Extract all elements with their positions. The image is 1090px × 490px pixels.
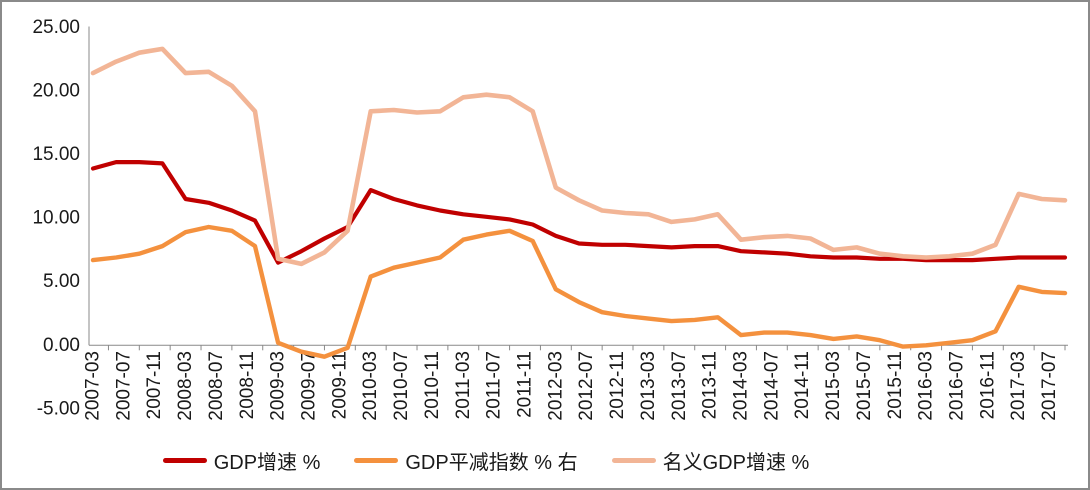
x-axis-label: 2013-11: [700, 351, 721, 419]
x-axis-label: 2017-07: [1039, 351, 1060, 421]
x-axis-label: 2008-11: [237, 351, 258, 419]
legend: GDP增速 % GDP平减指数 % 右 名义GDP增速 %: [2, 446, 1029, 475]
legend-item-nominal-gdp-growth: 名义GDP增速 %: [611, 446, 810, 475]
x-axis-label: 2011-07: [484, 351, 505, 419]
x-axis-label: 2009-03: [268, 351, 289, 421]
y-axis-label: 10.00: [32, 208, 80, 229]
x-axis-label: 2011-03: [453, 351, 474, 419]
legend-item-gdp-growth: GDP增速 %: [162, 446, 321, 475]
x-axis-label: 2012-11: [607, 351, 628, 419]
x-axis-label: 2012-07: [576, 351, 597, 421]
x-axis-label: 2014-11: [792, 351, 813, 419]
x-axis-label: 2011-11: [514, 351, 535, 418]
x-axis-label: 2015-07: [854, 351, 875, 421]
y-axis-label: 25.00: [32, 17, 80, 38]
x-axis-label: 2015-11: [885, 351, 906, 419]
x-axis-label: 2013-03: [638, 351, 659, 421]
y-axis-label: 15.00: [32, 144, 80, 165]
x-axis-label: 2010-07: [391, 351, 412, 421]
x-axis-label: 2007-03: [83, 351, 104, 421]
x-axis-label: 2007-11: [144, 351, 165, 419]
x-axis-label: 2017-03: [1008, 351, 1029, 421]
x-axis-label: 2016-07: [946, 351, 967, 421]
x-axis-label: 2015-03: [823, 351, 844, 421]
x-axis-label: 2008-07: [206, 351, 227, 421]
nominal-gdp-growth-line: [90, 46, 1068, 267]
gdp-growth-line: [90, 160, 1068, 265]
legend-item-gdp-deflator: GDP平减指数 % 右: [354, 446, 578, 475]
gdp-deflator-line-swatch: [354, 458, 399, 463]
x-axis-label: 2014-07: [761, 351, 782, 421]
x-axis-label: 2007-07: [113, 351, 134, 421]
gdp-growth-line-swatch: [162, 458, 207, 463]
nominal-gdp-growth-line-swatch: [611, 458, 656, 463]
x-axis-label: 2013-07: [669, 351, 690, 421]
x-axis-label: 2010-11: [422, 351, 443, 419]
x-axis-label: 2009-11: [329, 351, 350, 419]
y-axis-label: -5.00: [37, 398, 80, 419]
legend-label-gdp-growth: GDP增速 %: [213, 452, 321, 474]
x-axis-label: 2009-07: [298, 351, 319, 421]
x-axis-label: 2008-03: [175, 351, 196, 421]
x-axis-label: 2016-03: [916, 351, 937, 421]
y-axis-label: 5.00: [43, 271, 80, 292]
x-axis-label: 2014-03: [730, 351, 751, 421]
legend-label-nominal-gdp-growth: 名义GDP增速 %: [662, 452, 810, 474]
x-axis-label: 2010-03: [360, 351, 381, 421]
x-axis-label: 2016-11: [977, 351, 998, 419]
y-axis-label: 0.00: [43, 335, 80, 356]
x-axis-label: 2012-03: [545, 351, 566, 421]
legend-label-gdp-deflator: GDP平减指数 % 右: [405, 452, 578, 474]
y-axis-label: 20.00: [32, 80, 80, 101]
gdp-deflator-line: [90, 224, 1068, 359]
